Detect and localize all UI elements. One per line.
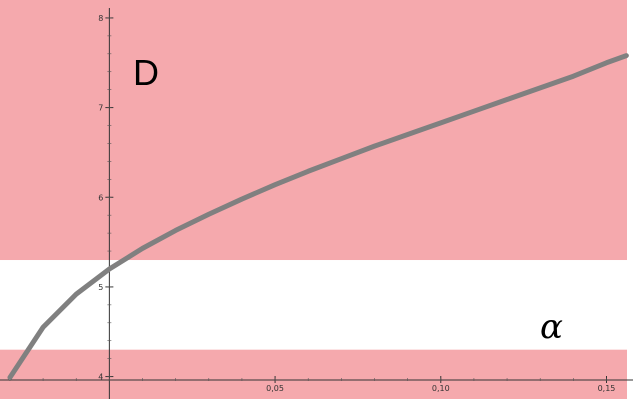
x-tick-label: 0,05 <box>266 384 284 393</box>
y-tick-label: 6 <box>98 193 103 202</box>
axes: 0,05 0,10 0,15 4 5 6 7 8 <box>0 8 633 399</box>
shaded-band-2 <box>0 0 627 261</box>
x-axis-ticks: 0,05 0,10 0,15 <box>9 376 616 393</box>
y-tick-label: 8 <box>98 14 103 23</box>
x-tick-label: 0,15 <box>598 384 616 393</box>
y-axis-title: D <box>133 52 159 93</box>
x-tick-label: 0,10 <box>432 384 450 393</box>
series-line-1 <box>7 53 629 380</box>
y-tick-label: 4 <box>98 373 103 382</box>
shaded-band-1 <box>0 349 627 399</box>
series-group <box>7 53 629 380</box>
y-tick-label: 7 <box>98 104 103 113</box>
y-tick-label: 5 <box>98 283 103 292</box>
x-axis-title: α <box>540 307 563 347</box>
